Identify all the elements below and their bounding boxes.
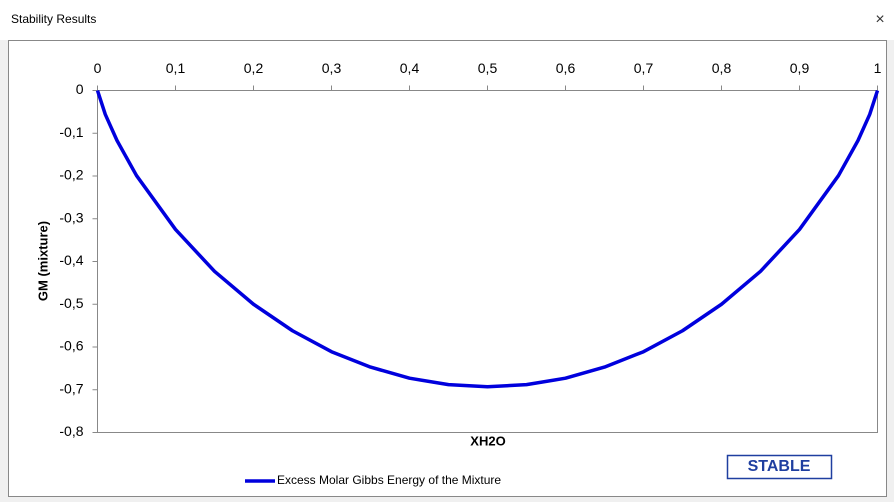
x-tick-label: 0,6 xyxy=(556,60,576,76)
y-axis-label: GM (mixture) xyxy=(35,221,50,301)
x-tick-label: 0,3 xyxy=(322,60,342,76)
x-tick-label: 0,1 xyxy=(166,60,186,76)
status-box xyxy=(726,454,833,480)
x-tick-label: 0,5 xyxy=(478,60,498,76)
title-bar xyxy=(0,0,894,40)
x-axis-label: XH2O xyxy=(470,433,505,448)
y-tick-label: -0,5 xyxy=(59,295,83,311)
y-tick-label: -0,6 xyxy=(59,338,83,354)
y-tick-label: -0,3 xyxy=(59,209,83,225)
y-tick-label: -0,2 xyxy=(59,167,83,183)
y-tick-label: -0,1 xyxy=(59,124,83,140)
x-tick-label: 0,7 xyxy=(634,60,654,76)
x-tick-label: 0,2 xyxy=(244,60,264,76)
x-tick-label: 0,4 xyxy=(400,60,420,76)
plot-area xyxy=(97,90,878,433)
x-tick-label: 0,9 xyxy=(790,60,810,76)
legend-label: Excess Molar Gibbs Energy of the Mixture xyxy=(277,473,501,487)
y-tick-label: -0,7 xyxy=(59,380,83,396)
y-tick-label: -0,4 xyxy=(59,252,83,268)
data-line xyxy=(95,89,880,389)
y-tick-label: -0,8 xyxy=(59,423,83,439)
close-button[interactable]: × xyxy=(875,11,884,28)
y-tick-label: 0 xyxy=(76,81,84,97)
window-title: Stability Results xyxy=(11,12,96,26)
status-label: STABLE xyxy=(748,458,811,475)
x-tick-label: 0,8 xyxy=(712,60,732,76)
x-tick-label: 0 xyxy=(94,60,102,76)
x-tick-label: 1 xyxy=(874,60,882,76)
